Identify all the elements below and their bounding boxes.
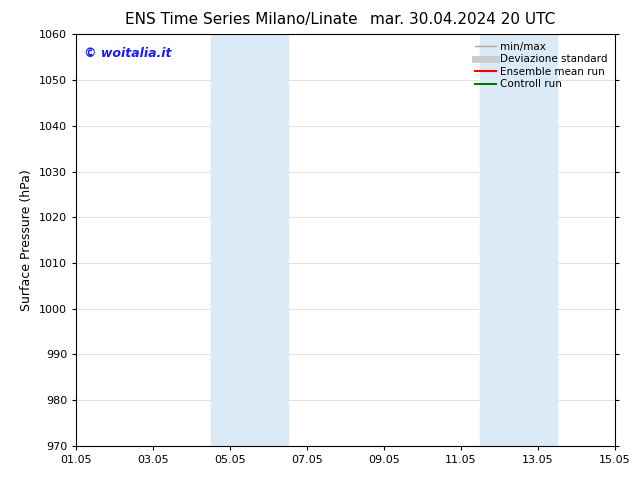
Text: ENS Time Series Milano/Linate: ENS Time Series Milano/Linate [125,12,357,27]
Bar [480,34,557,446]
Y-axis label: Surface Pressure (hPa): Surface Pressure (hPa) [20,169,34,311]
Text: © woitalia.it: © woitalia.it [84,47,172,60]
Legend: min/max, Deviazione standard, Ensemble mean run, Controll run: min/max, Deviazione standard, Ensemble m… [473,40,610,92]
Text: mar. 30.04.2024 20 UTC: mar. 30.04.2024 20 UTC [370,12,555,27]
Bar [210,34,288,446]
